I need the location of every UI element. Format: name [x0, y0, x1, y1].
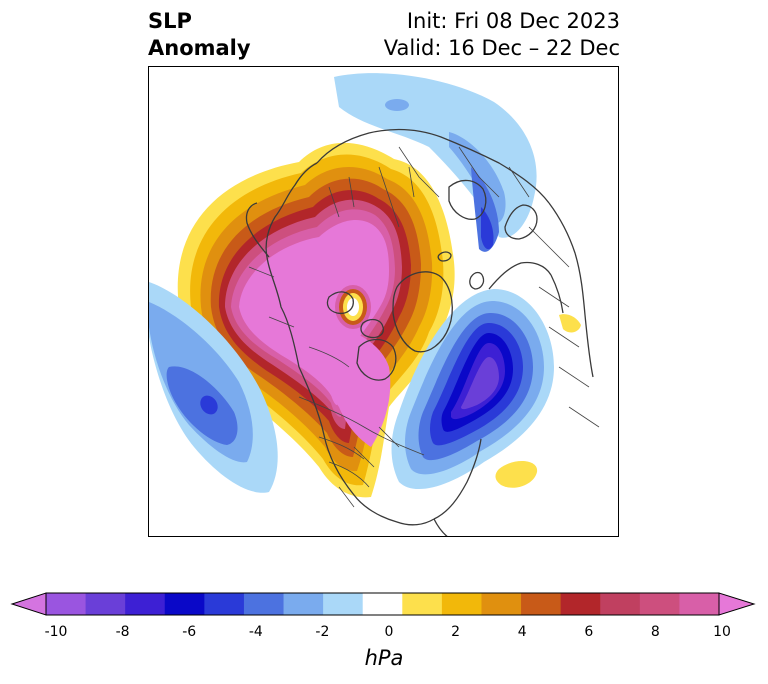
- colorbar-segment: [481, 593, 522, 615]
- colorbar: [10, 592, 756, 616]
- coastlines: [245, 128, 594, 536]
- colorbar-tick-label: -10: [44, 624, 68, 640]
- map-panel: [148, 66, 619, 537]
- title-line-2: Anomaly: [148, 36, 251, 60]
- init-valid-info: Init: Fri 08 Dec 2023 Valid: 16 Dec – 22…: [384, 8, 620, 62]
- colorbar-tick-label: -8: [115, 624, 130, 640]
- colorbar-segment: [639, 593, 680, 615]
- colorbar-tick-label: -4: [248, 624, 263, 640]
- colorbar-segment: [204, 593, 245, 615]
- colorbar-segment: [362, 593, 403, 615]
- colorbar-tick-label: -2: [315, 624, 330, 640]
- colorbar-tick-label: 4: [517, 624, 527, 640]
- political-borders: [248, 146, 600, 508]
- colorbar-extend-left: [10, 592, 47, 616]
- colorbar-segment: [521, 593, 562, 615]
- colorbar-tick-label: 10: [713, 624, 731, 640]
- colorbar-segment: [402, 593, 443, 615]
- colorbar-segment: [164, 593, 205, 615]
- colorbar-segment: [679, 593, 720, 615]
- colorbar-tick-label: 6: [584, 624, 594, 640]
- colorbar-segment: [243, 593, 285, 615]
- negative-anomaly-east-pacific: [149, 282, 278, 493]
- colorbar-segments: [46, 593, 720, 615]
- colorbar-extend-right: [718, 592, 756, 616]
- colorbar-tick-label: 2: [451, 624, 461, 640]
- init-date: Init: Fri 08 Dec 2023: [406, 9, 620, 33]
- slp-anomaly-map: [149, 73, 600, 536]
- colorbar-segment: [560, 593, 601, 615]
- colorbar-segment: [125, 593, 166, 615]
- colorbar-segment: [46, 593, 87, 615]
- colorbar-label: hPa: [364, 646, 404, 670]
- colorbar-segment: [441, 593, 482, 615]
- colorbar-tick-label: 8: [650, 624, 660, 640]
- colorbar-tick-label: 0: [384, 624, 394, 640]
- colorbar-frame: [45, 592, 720, 616]
- colorbar-segment: [283, 593, 324, 615]
- negative-anomaly-atlantic: [391, 289, 554, 490]
- title-line-1: SLP: [148, 9, 192, 33]
- valid-range: Valid: 16 Dec – 22 Dec: [383, 36, 620, 60]
- colorbar-segment: [600, 593, 641, 615]
- colorbar-tick-label: -6: [182, 624, 197, 640]
- colorbar-segment: [323, 593, 364, 615]
- chart-title: SLP Anomaly: [148, 8, 251, 62]
- colorbar-segment: [85, 593, 126, 615]
